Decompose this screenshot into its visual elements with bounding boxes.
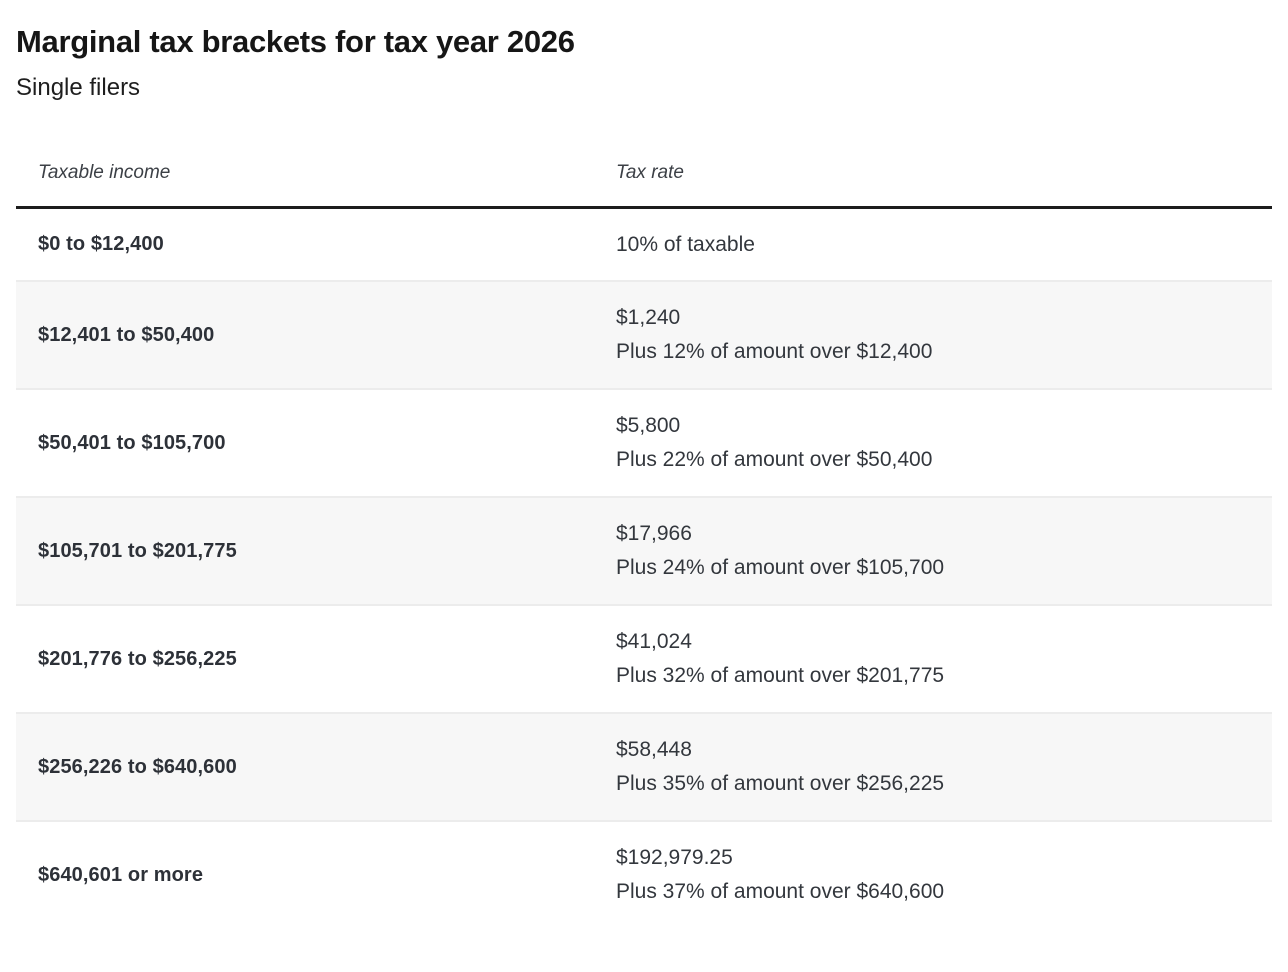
table-header-row: Taxable income Tax rate bbox=[16, 162, 1272, 210]
tax-bracket-table: Taxable income Tax rate $0 to $12,400 10… bbox=[16, 162, 1272, 928]
tax-rate-cell: 10% of taxable bbox=[594, 226, 1272, 264]
table-row: $105,701 to $201,775 $17,966 Plus 24% of… bbox=[16, 496, 1272, 605]
tax-rate-detail: Plus 12% of amount over $12,400 bbox=[616, 340, 933, 364]
tax-rate-base: $41,024 bbox=[616, 630, 692, 654]
tax-rate-detail: Plus 22% of amount over $50,400 bbox=[616, 448, 933, 472]
table-row: $12,401 to $50,400 $1,240 Plus 12% of am… bbox=[16, 280, 1272, 389]
taxable-income-cell: $12,401 to $50,400 bbox=[38, 323, 215, 346]
taxable-income-cell: $50,401 to $105,700 bbox=[38, 431, 226, 454]
page-title: Marginal tax brackets for tax year 2026 bbox=[16, 24, 575, 59]
tax-rate-cell: $41,024 Plus 32% of amount over $201,775 bbox=[594, 623, 1272, 695]
column-header-tax-rate: Tax rate bbox=[616, 162, 684, 184]
tax-rate-base: $192,979.25 bbox=[616, 846, 733, 870]
table-body: $0 to $12,400 10% of taxable $12,401 to … bbox=[16, 209, 1272, 928]
tax-rate-base: $5,800 bbox=[616, 414, 681, 438]
table-row: $0 to $12,400 10% of taxable bbox=[16, 209, 1272, 280]
tax-rate-base: $1,240 bbox=[616, 306, 681, 330]
tax-rate-cell: $1,240 Plus 12% of amount over $12,400 bbox=[594, 299, 1272, 371]
tax-rate-detail: Plus 37% of amount over $640,600 bbox=[616, 880, 945, 904]
table-row: $201,776 to $256,225 $41,024 Plus 32% of… bbox=[16, 604, 1272, 712]
table-row: $50,401 to $105,700 $5,800 Plus 22% of a… bbox=[16, 388, 1272, 496]
taxable-income-cell: $0 to $12,400 bbox=[38, 233, 164, 256]
tax-rate-base: $17,966 bbox=[616, 522, 692, 546]
tax-rate-detail: Plus 35% of amount over $256,225 bbox=[616, 772, 945, 796]
tax-rate-cell: $192,979.25 Plus 37% of amount over $640… bbox=[594, 839, 1272, 911]
tax-rate-cell: $17,966 Plus 24% of amount over $105,700 bbox=[594, 515, 1272, 587]
tax-rate-detail: Plus 32% of amount over $201,775 bbox=[616, 664, 945, 688]
taxable-income-cell: $256,226 to $640,600 bbox=[38, 755, 237, 778]
tax-rate-cell: $5,800 Plus 22% of amount over $50,400 bbox=[594, 407, 1272, 479]
column-header-taxable-income: Taxable income bbox=[38, 162, 171, 184]
table-row: $256,226 to $640,600 $58,448 Plus 35% of… bbox=[16, 712, 1272, 821]
table-row: $640,601 or more $192,979.25 Plus 37% of… bbox=[16, 820, 1272, 928]
tax-rate-detail: Plus 24% of amount over $105,700 bbox=[616, 556, 945, 580]
taxable-income-cell: $105,701 to $201,775 bbox=[38, 539, 237, 562]
taxable-income-cell: $201,776 to $256,225 bbox=[38, 647, 237, 670]
tax-rate-base: $58,448 bbox=[616, 738, 692, 762]
page-subtitle: Single filers bbox=[16, 73, 141, 101]
tax-rate-cell: $58,448 Plus 35% of amount over $256,225 bbox=[594, 731, 1272, 803]
tax-rate-base: 10% of taxable bbox=[616, 232, 755, 256]
taxable-income-cell: $640,601 or more bbox=[38, 863, 204, 886]
